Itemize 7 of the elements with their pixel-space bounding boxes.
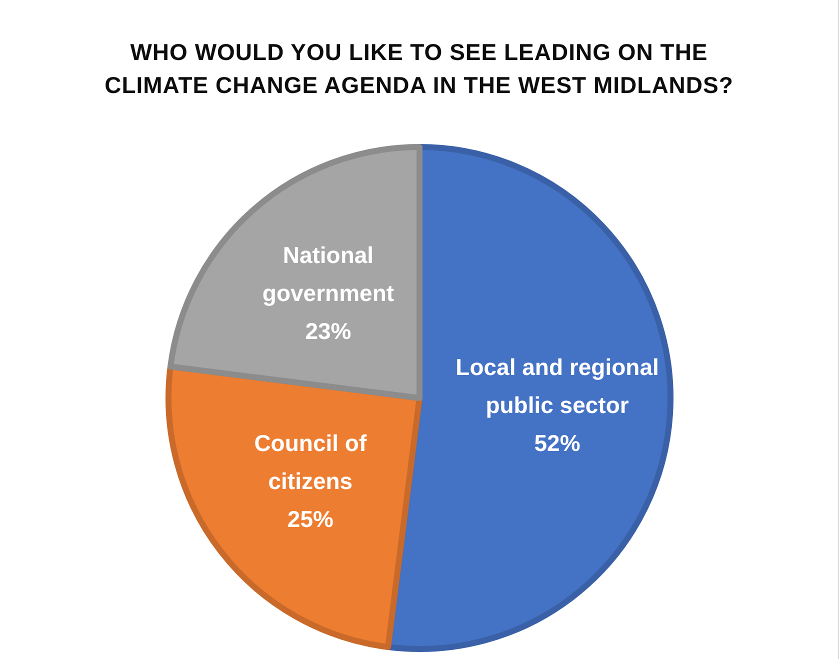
data-label: 25% <box>287 506 334 532</box>
slice-label: Local and regional public sector <box>456 354 659 418</box>
slice-label: Council of citizens <box>254 430 367 494</box>
slice-label: National government <box>262 242 394 306</box>
chart-title: WHO WOULD YOU LIKE TO SEE LEADING ON THE CLIMATE CHANGE AGENDA IN THE WEST MIDLANDS? <box>104 38 734 100</box>
data-label: 52% <box>534 430 580 456</box>
data-label: 23% <box>305 318 352 344</box>
